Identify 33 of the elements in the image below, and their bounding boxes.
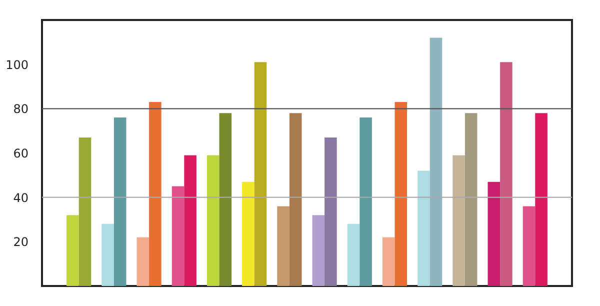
- bar: [136, 237, 150, 286]
- y-tick-label: 60: [13, 146, 28, 160]
- bar: [78, 137, 92, 286]
- bar: [430, 38, 442, 286]
- bar: [522, 206, 536, 286]
- bar: [382, 237, 395, 286]
- bar: [254, 62, 267, 286]
- y-tick-label: 100: [6, 58, 28, 72]
- bar: [184, 155, 196, 286]
- bar: [66, 215, 79, 286]
- bar: [452, 155, 465, 286]
- bar: [289, 113, 302, 286]
- bar: [172, 186, 184, 286]
- bar: [219, 113, 232, 286]
- bar: [535, 113, 548, 286]
- bar: [488, 182, 500, 286]
- bar: [277, 206, 290, 286]
- y-tick-label: 20: [13, 235, 28, 250]
- bar: [394, 102, 408, 286]
- bar: [418, 170, 430, 286]
- bar: [324, 137, 337, 286]
- bar: [500, 62, 512, 286]
- y-tick-label: 80: [13, 102, 28, 116]
- bar: [360, 118, 372, 286]
- bar: [102, 224, 114, 286]
- bar: [347, 224, 360, 286]
- bar: [242, 182, 254, 286]
- bar: [114, 118, 126, 286]
- bar: [206, 155, 220, 286]
- bar: [149, 102, 162, 286]
- bar: [464, 113, 478, 286]
- y-tick-label: 40: [13, 190, 28, 205]
- bar: [312, 215, 325, 286]
